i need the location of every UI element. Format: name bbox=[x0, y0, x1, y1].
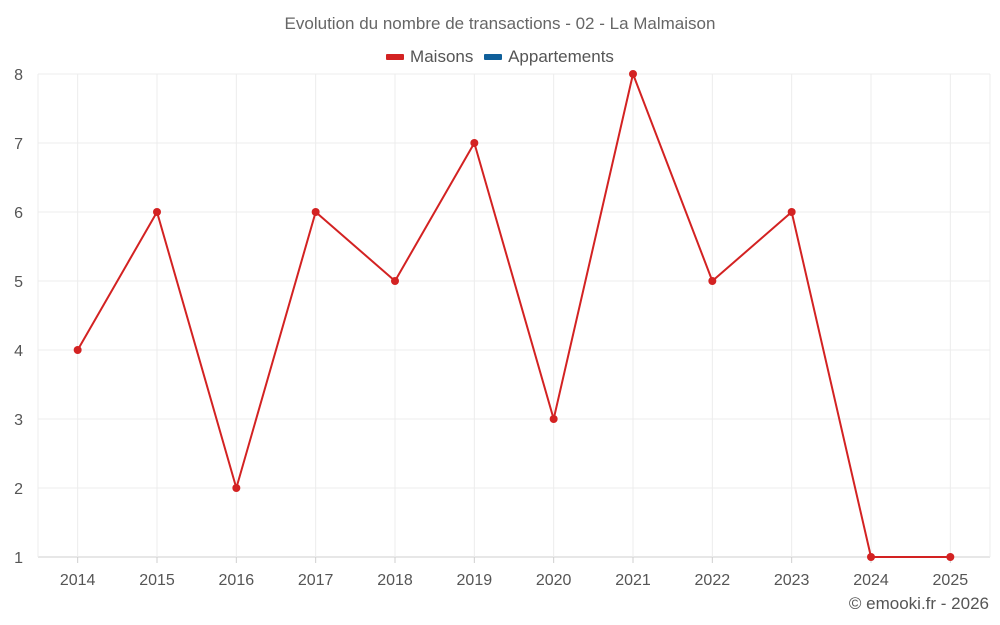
chart-title: Evolution du nombre de transactions - 02… bbox=[284, 14, 716, 33]
data-point bbox=[73, 346, 82, 354]
data-point bbox=[470, 139, 479, 147]
series-line-maisons bbox=[76, 73, 951, 558]
data-point bbox=[391, 277, 399, 285]
data-point bbox=[867, 553, 875, 561]
data-point bbox=[232, 484, 241, 492]
x-tick-label: 2021 bbox=[615, 572, 651, 589]
x-tick-label: 2023 bbox=[774, 572, 810, 589]
legend-label-appartements: Appartements bbox=[508, 47, 614, 66]
y-tick-label: 3 bbox=[14, 412, 23, 429]
y-tick-label: 7 bbox=[14, 136, 23, 153]
x-tick-label: 2022 bbox=[695, 572, 731, 589]
x-tick-label: 2024 bbox=[853, 572, 889, 589]
x-tick-label: 2025 bbox=[933, 572, 969, 589]
x-tick-label: 2020 bbox=[536, 572, 572, 589]
legend-swatch-maisons bbox=[386, 54, 405, 60]
legend-label-maisons: Maisons bbox=[410, 47, 474, 66]
legend: Maisons Appartements bbox=[0, 45, 1000, 67]
y-tick-label: 5 bbox=[14, 274, 23, 291]
x-tick-label: 2015 bbox=[139, 572, 175, 589]
legend-item-appartements[interactable]: Appartements bbox=[484, 47, 614, 67]
legend-item-maisons[interactable]: Maisons bbox=[386, 47, 473, 67]
data-point bbox=[629, 70, 637, 78]
data-point bbox=[946, 553, 955, 561]
data-point bbox=[311, 208, 320, 216]
y-tick-label: 6 bbox=[14, 205, 23, 222]
data-point bbox=[549, 415, 558, 423]
data-point bbox=[153, 208, 161, 216]
y-tick-label: 8 bbox=[14, 67, 23, 84]
y-tick-label: 2 bbox=[14, 481, 23, 498]
x-tick-label: 2017 bbox=[298, 572, 334, 589]
y-tick-label: 1 bbox=[14, 550, 23, 567]
x-tick-label: 2014 bbox=[60, 572, 96, 589]
data-point bbox=[708, 277, 717, 285]
x-tick-label: 2019 bbox=[457, 572, 493, 589]
x-tick-label: 2016 bbox=[219, 572, 255, 589]
copyright-credit: © emooki.fr - 2026 bbox=[848, 594, 989, 613]
legend-swatch-appartements bbox=[484, 54, 503, 60]
data-point bbox=[787, 208, 796, 216]
y-tick-label: 4 bbox=[14, 343, 23, 360]
x-tick-label: 2018 bbox=[377, 572, 413, 589]
